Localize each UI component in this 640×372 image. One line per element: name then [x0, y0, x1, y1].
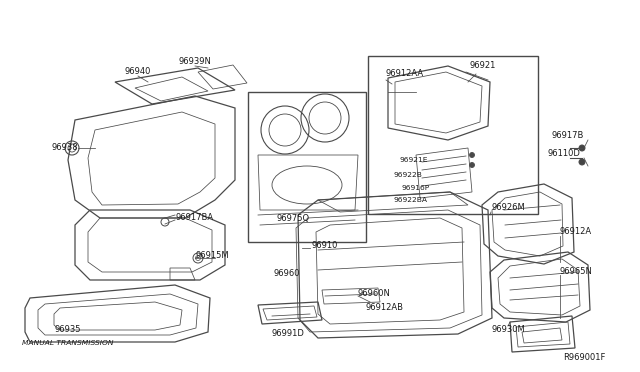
Text: 96960: 96960 [274, 269, 300, 279]
Text: 96960N: 96960N [358, 289, 391, 298]
Text: R969001F: R969001F [564, 353, 606, 362]
Text: 96912A: 96912A [560, 228, 592, 237]
Text: 96930M: 96930M [491, 326, 525, 334]
Text: 96922BA: 96922BA [393, 197, 427, 203]
Circle shape [470, 163, 474, 167]
Text: 96921: 96921 [470, 61, 497, 71]
Text: 96975Q: 96975Q [276, 214, 310, 222]
Text: 96938: 96938 [52, 144, 79, 153]
Text: 96935: 96935 [55, 326, 81, 334]
Text: 96991D: 96991D [271, 328, 305, 337]
Circle shape [579, 145, 585, 151]
Text: MANUAL TRANSMISSION: MANUAL TRANSMISSION [22, 340, 114, 346]
Circle shape [470, 153, 474, 157]
Text: 96915M: 96915M [196, 251, 230, 260]
Text: 96912AA: 96912AA [385, 70, 423, 78]
Text: 96965N: 96965N [560, 267, 593, 276]
Text: 96916P: 96916P [401, 185, 429, 191]
Text: 96917BA: 96917BA [175, 214, 213, 222]
Bar [248, 92, 366, 242]
Text: 96110D: 96110D [548, 148, 581, 157]
Circle shape [579, 159, 585, 165]
Text: 96940: 96940 [125, 67, 151, 77]
Text: 96922B: 96922B [393, 172, 422, 178]
Text: 96921E: 96921E [399, 157, 428, 163]
Text: 96910: 96910 [312, 241, 339, 250]
Bar [368, 56, 538, 214]
Text: 96926M: 96926M [491, 203, 525, 212]
Text: 96912AB: 96912AB [365, 304, 403, 312]
Text: 96917B: 96917B [551, 131, 584, 141]
Text: 96939N: 96939N [179, 58, 211, 67]
